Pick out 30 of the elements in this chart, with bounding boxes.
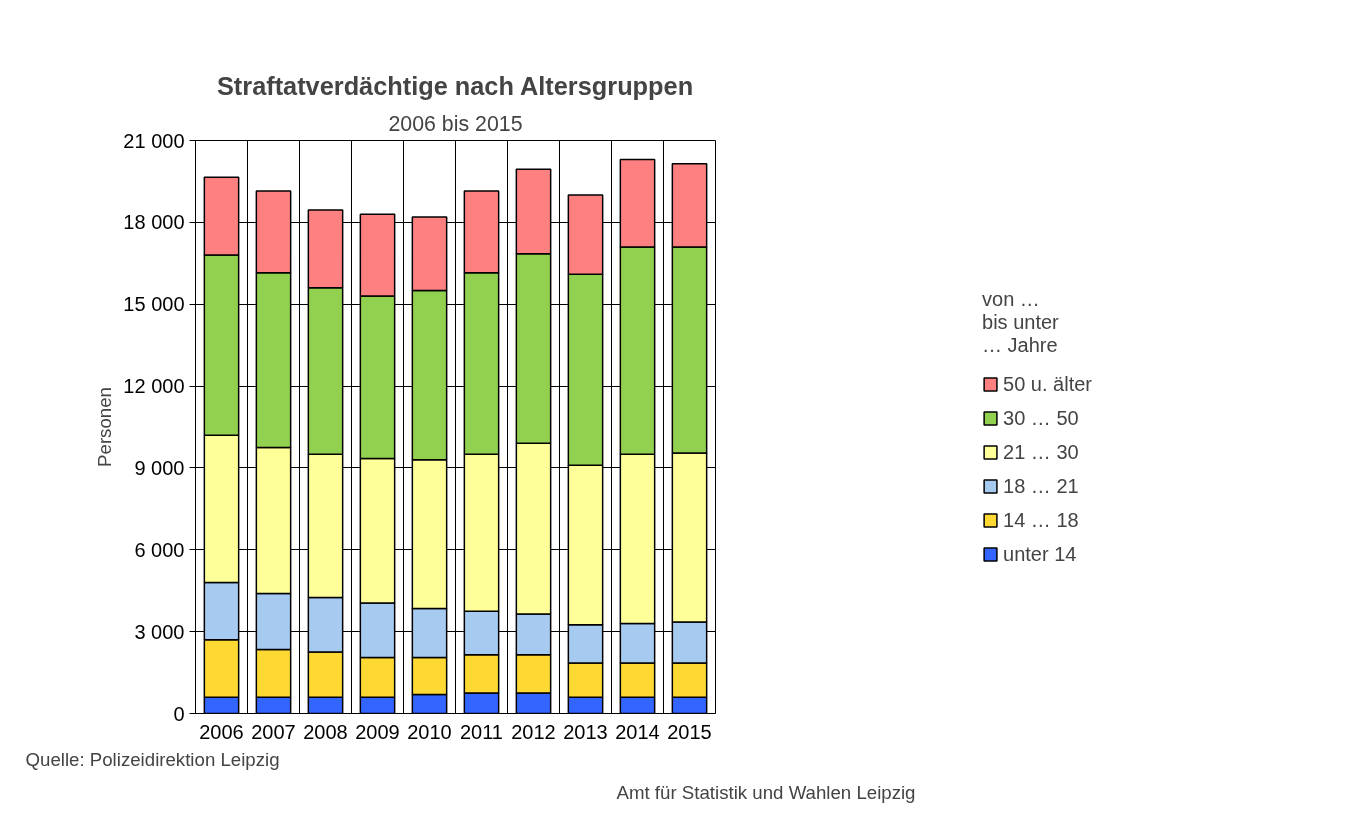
x-tick-label: 2015 — [667, 720, 712, 743]
legend-label: 18 … 21 — [1003, 474, 1079, 498]
legend-label: unter 14 — [1003, 542, 1077, 566]
legend-title: von … bis unter … Jahre — [982, 287, 1060, 357]
y-tick-label: 0 — [173, 702, 185, 725]
y-axis-title: Personen — [94, 387, 116, 467]
text: Amt für Statistik und Wahlen Leipzig — [616, 781, 916, 803]
y-tick-label: 12 000 — [123, 375, 185, 398]
chart-title: Straftatverdächtige nach Altersgruppen — [216, 71, 694, 100]
x-tick-label: 2008 — [303, 720, 348, 743]
y-tick-label: 21 000 — [123, 129, 185, 152]
y-tick-label: 6 000 — [134, 538, 185, 561]
x-tick-label: 2014 — [615, 720, 660, 743]
y-tick-label: 9 000 — [134, 456, 185, 479]
y-tick-label: 3 000 — [134, 620, 185, 643]
x-tick-label: 2012 — [511, 720, 556, 743]
legend-label: 50 u. älter — [1003, 372, 1092, 396]
y-tick-label: 18 000 — [123, 211, 185, 234]
legend-label: 30 … 50 — [1003, 406, 1079, 430]
legend-label: 14 … 18 — [1003, 508, 1079, 532]
x-tick-label: 2013 — [563, 720, 608, 743]
x-tick-label: 2006 — [199, 720, 244, 743]
x-tick-label: 2010 — [407, 720, 452, 743]
chart-subtitle: 2006 bis 2015 — [388, 111, 523, 136]
legend-label: 21 … 30 — [1003, 440, 1079, 464]
x-tick-label: 2007 — [251, 720, 296, 743]
y-tick-label: 15 000 — [123, 293, 185, 316]
source-note: Quelle: Polizeidirektion Leipzig — [25, 748, 280, 770]
x-tick-label: 2011 — [460, 720, 504, 743]
x-tick-label: 2009 — [355, 720, 400, 743]
